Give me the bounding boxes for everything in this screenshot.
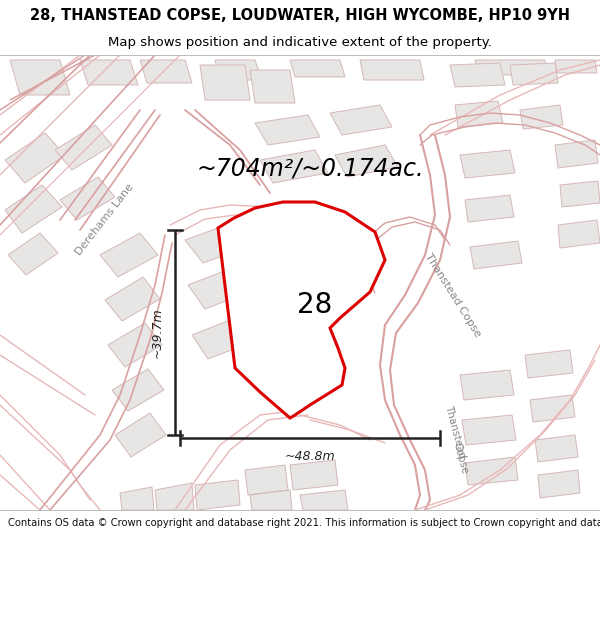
Polygon shape xyxy=(300,490,348,510)
Polygon shape xyxy=(335,145,398,177)
Polygon shape xyxy=(185,220,258,263)
Polygon shape xyxy=(450,63,505,87)
Text: ~39.7m: ~39.7m xyxy=(151,307,163,358)
Polygon shape xyxy=(290,60,345,77)
Polygon shape xyxy=(555,60,597,73)
Polygon shape xyxy=(510,63,558,85)
Polygon shape xyxy=(10,60,70,95)
Polygon shape xyxy=(250,70,295,103)
Polygon shape xyxy=(330,105,392,135)
Polygon shape xyxy=(55,125,112,170)
Polygon shape xyxy=(80,60,138,85)
Polygon shape xyxy=(60,177,115,220)
Polygon shape xyxy=(538,470,580,498)
Polygon shape xyxy=(140,60,192,83)
Text: Copse: Copse xyxy=(451,441,469,475)
Text: ~48.8m: ~48.8m xyxy=(284,449,335,462)
Text: Contains OS data © Crown copyright and database right 2021. This information is : Contains OS data © Crown copyright and d… xyxy=(8,518,600,528)
Polygon shape xyxy=(155,483,194,510)
Polygon shape xyxy=(112,369,164,411)
Polygon shape xyxy=(250,490,292,510)
Polygon shape xyxy=(218,202,385,418)
Polygon shape xyxy=(188,263,262,309)
Polygon shape xyxy=(100,233,158,277)
Polygon shape xyxy=(460,150,515,178)
Polygon shape xyxy=(5,185,62,233)
Text: Thanstead Copse: Thanstead Copse xyxy=(423,251,483,339)
Polygon shape xyxy=(290,460,338,490)
Polygon shape xyxy=(520,105,563,129)
Polygon shape xyxy=(558,220,600,248)
Polygon shape xyxy=(108,323,162,367)
Polygon shape xyxy=(245,465,288,495)
Text: Thanstead: Thanstead xyxy=(443,404,467,460)
Polygon shape xyxy=(470,241,522,269)
Polygon shape xyxy=(120,487,154,510)
Polygon shape xyxy=(525,350,573,378)
Polygon shape xyxy=(192,313,265,359)
Polygon shape xyxy=(215,60,262,80)
Polygon shape xyxy=(475,60,548,75)
Polygon shape xyxy=(465,195,514,222)
Polygon shape xyxy=(465,457,518,485)
Polygon shape xyxy=(535,435,578,462)
Polygon shape xyxy=(5,133,65,183)
Polygon shape xyxy=(115,413,166,457)
Polygon shape xyxy=(200,65,250,100)
Text: 28, THANSTEAD COPSE, LOUDWATER, HIGH WYCOMBE, HP10 9YH: 28, THANSTEAD COPSE, LOUDWATER, HIGH WYC… xyxy=(30,8,570,23)
Text: ~704m²/~0.174ac.: ~704m²/~0.174ac. xyxy=(196,156,424,180)
Text: 28: 28 xyxy=(298,291,332,319)
Polygon shape xyxy=(360,60,424,80)
Polygon shape xyxy=(8,233,58,275)
Text: Derehams Lane: Derehams Lane xyxy=(74,182,136,258)
Text: Map shows position and indicative extent of the property.: Map shows position and indicative extent… xyxy=(108,36,492,49)
Polygon shape xyxy=(105,277,160,321)
Polygon shape xyxy=(555,140,598,168)
Polygon shape xyxy=(460,370,514,400)
Polygon shape xyxy=(462,415,516,445)
Polygon shape xyxy=(455,101,503,127)
Polygon shape xyxy=(255,115,320,145)
Polygon shape xyxy=(530,395,575,422)
Polygon shape xyxy=(560,181,600,207)
Polygon shape xyxy=(260,150,328,183)
Polygon shape xyxy=(195,480,240,510)
